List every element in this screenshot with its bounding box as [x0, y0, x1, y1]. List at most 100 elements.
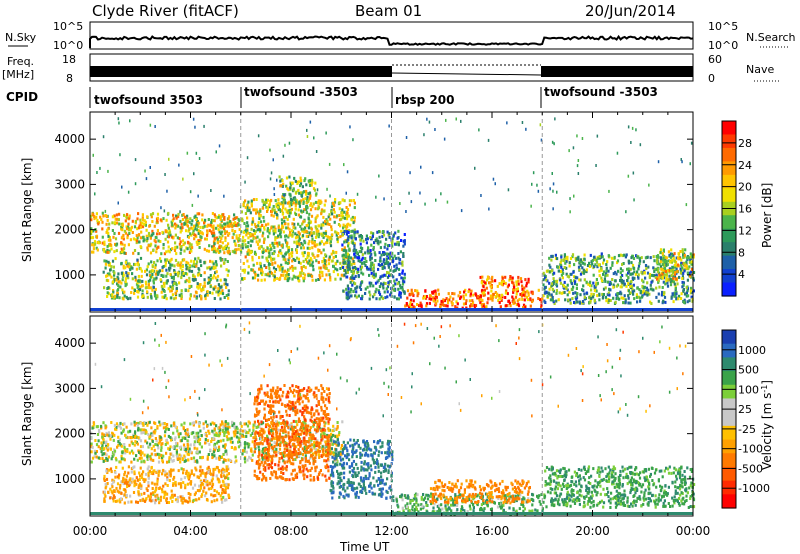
range-gate-cell: [118, 285, 121, 289]
range-gate-cell: [301, 442, 304, 445]
range-gate-cell: [254, 252, 257, 256]
range-gate-cell: [517, 302, 520, 306]
range-gate-cell: [96, 433, 100, 436]
range-gate-cell: [103, 286, 106, 290]
range-gate-cell: [383, 262, 387, 266]
range-gate-cell: [360, 265, 364, 269]
range-gate-cell: [244, 205, 247, 209]
range-gate-cell: [277, 443, 280, 447]
range-gate-cell: [393, 264, 396, 268]
range-gate-cell: [179, 251, 182, 255]
range-gate-cell: [352, 289, 355, 293]
range-gate-cell: [93, 449, 96, 453]
range-gate-cell: [272, 229, 275, 233]
range-gate-cell: [389, 293, 392, 297]
range-gate-cell: [360, 280, 364, 284]
range-gate-cell: [198, 272, 201, 276]
range-gate-cell: [220, 244, 223, 248]
range-gate-cell: [372, 273, 375, 277]
range-gate-cell: [512, 281, 515, 285]
range-gate-cell: [178, 453, 181, 457]
range-gate-cell: [433, 297, 436, 301]
range-gate-cell: [131, 219, 134, 223]
range-gate-cell: [171, 293, 174, 297]
range-gate-cell: [289, 198, 293, 201]
range-gate-cell: [462, 297, 465, 301]
range-gate-cell: [589, 280, 592, 284]
range-gate-cell: [408, 303, 411, 307]
beam-title: Beam 01: [355, 2, 422, 20]
range-gate-cell: [632, 283, 635, 287]
range-gate-cell: [209, 274, 212, 277]
range-gate-cell: [152, 269, 155, 273]
range-gate-cell: [509, 275, 512, 278]
range-gate-cell: [163, 281, 166, 285]
range-gate-cell: [572, 270, 575, 274]
range-gate-cell: [213, 443, 216, 447]
range-gate-cell: [350, 269, 353, 273]
range-gate-cell: [105, 278, 108, 282]
range-gate-cell: [248, 443, 251, 447]
range-gate-cell: [335, 443, 338, 447]
range-gate-cell: [105, 457, 108, 460]
range-gate-cell: [380, 253, 383, 257]
range-gate-cell: [160, 453, 163, 457]
range-gate-cell: [663, 263, 666, 267]
range-gate-cell: [284, 143, 286, 147]
range-gate-cell: [569, 197, 571, 201]
range-gate-cell: [125, 216, 129, 220]
range-gate-cell: [253, 271, 257, 275]
range-gate-cell: [521, 284, 524, 288]
range-gate-cell: [166, 279, 169, 283]
range-gate-cell: [200, 264, 203, 268]
range-gate-cell: [141, 221, 144, 225]
range-gate-cell: [292, 201, 295, 205]
range-gate-cell: [221, 289, 224, 293]
range-gate-cell: [291, 233, 294, 237]
range-gate-cell: [172, 431, 175, 435]
range-gate-cell: [176, 245, 179, 249]
range-gate-cell: [678, 275, 681, 279]
range-gate-cell: [318, 266, 321, 270]
range-gate-cell: [187, 261, 190, 265]
range-gate-cell: [301, 222, 304, 226]
range-gate-cell: [146, 237, 149, 240]
range-gate-cell: [219, 232, 222, 236]
range-gate-cell: [428, 120, 431, 124]
range-gate-cell: [580, 260, 583, 264]
range-gate-cell: [497, 294, 500, 298]
range-gate-cell: [224, 458, 227, 462]
range-gate-cell: [288, 200, 291, 204]
range-gate-cell: [605, 263, 608, 266]
range-gate-cell: [649, 287, 653, 291]
range-gate-cell: [573, 282, 576, 285]
range-gate-cell: [338, 207, 341, 211]
range-gate-cell: [221, 292, 225, 296]
range-gate-cell: [539, 298, 542, 302]
range-gate-cell: [631, 290, 634, 294]
range-gate-cell: [233, 425, 236, 429]
range-gate-cell: [612, 272, 615, 276]
range-gate-cell: [285, 184, 288, 188]
range-gate-cell: [117, 284, 120, 288]
range-gate-cell: [226, 273, 229, 277]
range-gate-cell: [135, 267, 138, 271]
range-gate-cell: [228, 232, 231, 235]
range-gate-cell: [145, 268, 148, 272]
range-gate-cell: [481, 275, 484, 279]
range-gate-cell: [334, 267, 337, 271]
range-gate-cell: [671, 265, 674, 269]
range-gate-cell: [590, 297, 593, 300]
range-gate-cell: [367, 246, 370, 250]
range-gate-cell: [389, 255, 392, 259]
range-gate-cell: [633, 270, 636, 274]
range-gate-cell: [682, 255, 685, 259]
range-gate-cell: [328, 255, 331, 259]
range-gate-cell: [269, 148, 271, 152]
range-gate-cell: [168, 260, 171, 264]
range-gate-cell: [390, 291, 393, 295]
range-gate-cell: [126, 213, 129, 217]
range-gate-cell: [265, 198, 268, 202]
range-gate-cell: [585, 280, 588, 284]
range-gate-cell: [139, 245, 142, 249]
